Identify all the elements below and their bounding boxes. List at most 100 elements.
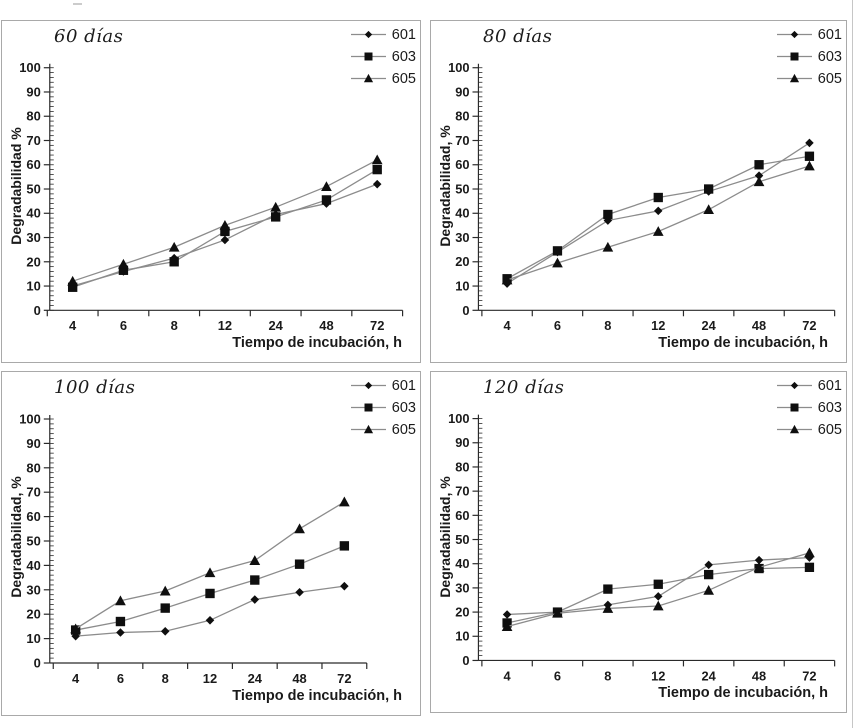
x-tick-label: 72 [337, 671, 351, 686]
x-tick-label: 24 [268, 318, 283, 333]
y-tick-label: 90 [455, 84, 469, 99]
data-point-603 [67, 282, 78, 292]
triangle-legend-marker-icon [350, 73, 386, 83]
data-point-603 [372, 164, 382, 175]
data-point-601 [340, 581, 349, 591]
triangle-legend-marker-icon [350, 424, 386, 434]
data-point-605 [294, 523, 305, 534]
x-axis-label: Tiempo de incubación, h [232, 335, 402, 351]
legend-label: 605 [391, 70, 416, 87]
chart-panel-120-dias: 0 10 20 30 40 50 60 70 80 90 100 4 6 8 12 24 48 72 120 dí… [430, 371, 847, 713]
y-tick-label: 0 [34, 655, 41, 670]
y-tick-label: 40 [26, 206, 40, 221]
legend: 601 603 605 [350, 24, 416, 89]
x-tick-label: 4 [504, 318, 512, 333]
data-point-605 [804, 160, 815, 171]
x-tick-label: 48 [752, 668, 766, 683]
y-tick-label: 20 [26, 607, 40, 622]
plot-area-80-dias: 0 10 20 30 40 50 60 70 80 90 100 4 6 8 12 24 48 72 [448, 60, 836, 333]
x-tick-label: 6 [554, 318, 561, 333]
data-point-605 [753, 561, 765, 572]
legend-item-603: 603 [350, 46, 416, 67]
square-legend-marker-icon [350, 52, 386, 61]
data-point-601 [654, 592, 663, 601]
y-tick-label: 80 [26, 460, 40, 475]
y-tick-label: 60 [455, 508, 469, 523]
data-point-601 [116, 628, 125, 637]
y-tick-label: 0 [34, 303, 41, 318]
chart-title: 80 días [483, 26, 553, 47]
data-point-603 [205, 588, 215, 599]
y-tick-label: 70 [455, 133, 469, 148]
legend-item-605: 605 [776, 419, 842, 440]
chart-title: 100 días [54, 377, 136, 398]
x-tick-label: 24 [702, 668, 717, 683]
legend-marker-glyph [790, 30, 798, 39]
legend-item-605: 605 [350, 419, 416, 440]
legend-item-601: 601 [350, 24, 416, 45]
y-tick-label: 50 [455, 181, 469, 196]
data-point-605 [159, 585, 171, 596]
data-point-603 [704, 569, 714, 580]
legend-marker-glyph [789, 424, 799, 434]
y-tick-label: 90 [26, 84, 40, 99]
x-axis-label: Tiempo de incubación, h [658, 685, 828, 701]
legend-label: 605 [391, 421, 416, 438]
data-point-605 [501, 621, 513, 631]
data-point-603 [160, 603, 170, 613]
data-point-603 [653, 579, 663, 589]
x-tick-label: 12 [651, 668, 665, 683]
y-tick-label: 50 [26, 181, 40, 196]
legend-item-603: 603 [776, 46, 842, 67]
legend-marker-glyph [363, 424, 373, 434]
legend-label: 605 [817, 70, 842, 87]
data-point-603 [552, 246, 563, 256]
y-tick-label: 30 [455, 230, 469, 245]
data-point-605 [115, 595, 126, 606]
x-tick-label: 4 [504, 668, 512, 683]
x-axis-label: Tiempo de incubación, h [658, 335, 828, 351]
data-point-605 [67, 275, 79, 286]
data-point-603 [118, 265, 129, 275]
x-tick-label: 24 [248, 671, 263, 686]
y-tick-label: 0 [462, 653, 469, 668]
data-point-601 [805, 138, 814, 148]
diamond-legend-marker-icon [776, 30, 812, 39]
x-tick-label: 6 [117, 671, 124, 686]
y-tick-label: 70 [26, 485, 40, 500]
data-point-603 [339, 541, 350, 551]
y-tick-label: 20 [455, 254, 469, 269]
y-tick-label: 80 [455, 109, 469, 124]
legend-item-601: 601 [350, 375, 416, 396]
triangle-legend-marker-icon [776, 73, 812, 83]
data-point-601 [205, 616, 215, 625]
x-tick-label: 8 [604, 318, 611, 333]
y-tick-label: 100 [448, 411, 469, 426]
data-point-601 [295, 587, 304, 597]
data-point-603 [804, 151, 815, 161]
data-point-605 [652, 226, 664, 236]
data-point-603 [169, 257, 179, 267]
y-axis-label: Degradabilidad % [8, 127, 24, 245]
x-tick-label: 8 [171, 318, 178, 333]
y-tick-label: 100 [19, 60, 41, 75]
y-tick-label: 100 [448, 60, 469, 75]
data-point-601 [654, 206, 663, 216]
legend-label: 603 [817, 399, 842, 416]
data-point-601 [502, 610, 512, 619]
y-tick-label: 70 [26, 133, 40, 148]
x-tick-label: 48 [292, 671, 306, 686]
y-tick-label: 40 [26, 558, 40, 573]
legend-label: 603 [391, 399, 416, 416]
x-tick-label: 4 [72, 671, 80, 686]
legend-label: 601 [817, 26, 842, 43]
chart-panel-80-dias: 0 10 20 30 40 50 60 70 80 90 100 4 6 8 12 24 48 72 80 día… [430, 20, 847, 363]
data-point-601 [805, 553, 814, 562]
data-point-603 [115, 616, 126, 627]
data-point-603 [294, 559, 305, 569]
legend-item-605: 605 [776, 68, 842, 89]
data-point-605 [552, 607, 563, 618]
legend-item-603: 603 [776, 397, 842, 418]
legend-label: 605 [817, 421, 842, 438]
